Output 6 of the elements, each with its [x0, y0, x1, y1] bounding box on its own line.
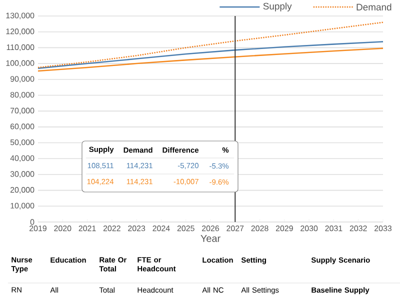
x-axis-title: Year — [200, 235, 220, 242]
legend-label: Supply — [263, 2, 292, 12]
line-series — [37, 22, 384, 68]
line-series — [37, 41, 384, 69]
line-series — [37, 48, 384, 72]
legend-label: Demand — [356, 4, 392, 10]
